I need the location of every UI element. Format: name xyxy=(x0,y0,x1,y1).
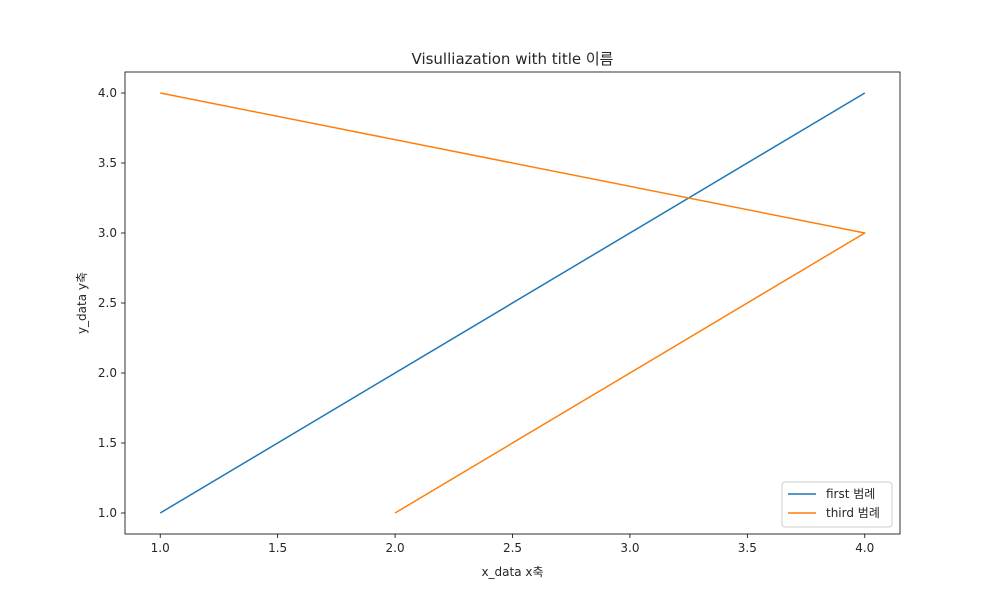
chart-title: Visulliazation with title 이름 xyxy=(412,50,614,68)
x-axis-label: x_data x축 xyxy=(481,565,543,579)
legend-label-1: first 범례 xyxy=(826,487,875,501)
legend-label-2: third 범례 xyxy=(826,506,880,520)
x-tick-label: 3.5 xyxy=(738,541,757,555)
y-tick-label: 2.5 xyxy=(98,296,117,310)
y-tick-label: 1.5 xyxy=(98,436,117,450)
x-tick-label: 1.5 xyxy=(268,541,287,555)
x-tick-label: 4.0 xyxy=(855,541,874,555)
legend: first 범례 third 범례 xyxy=(781,481,893,528)
y-tick-label: 1.0 xyxy=(98,506,117,520)
x-tick-label: 2.5 xyxy=(503,541,522,555)
x-tick-label: 3.0 xyxy=(620,541,639,555)
y-tick-label: 3.0 xyxy=(98,226,117,240)
x-tick-label: 2.0 xyxy=(386,541,405,555)
series-layer xyxy=(159,92,866,514)
x-axis: 1.0 1.5 2.0 2.5 3.0 3.5 4.0 xyxy=(151,534,874,555)
x-tick-label: 1.0 xyxy=(151,541,170,555)
y-axis: 1.0 1.5 2.0 2.5 3.0 3.5 4.0 xyxy=(98,86,125,520)
y-tick-label: 3.5 xyxy=(98,156,117,170)
series-line-1 xyxy=(159,92,866,514)
series-line-2 xyxy=(160,92,866,514)
y-tick-label: 4.0 xyxy=(98,86,117,100)
y-axis-label: y_data y축 xyxy=(75,272,89,334)
y-tick-label: 2.0 xyxy=(98,366,117,380)
